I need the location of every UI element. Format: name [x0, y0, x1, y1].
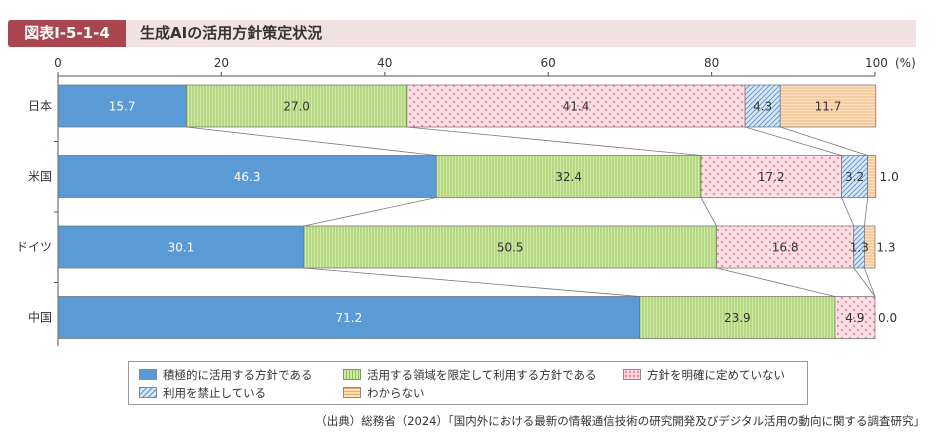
- data-label: 1.0: [880, 170, 899, 184]
- data-label: 15.7: [109, 100, 136, 114]
- x-tick-label: 20: [214, 56, 229, 70]
- bar-segment: [303, 225, 717, 269]
- x-tick-label: 80: [704, 56, 719, 70]
- source-note: （出典）総務省（2024）「国内外における最新の情報通信技術の研究開発及びデジタ…: [315, 414, 925, 428]
- bar-segment: [57, 225, 305, 269]
- legend-swatch: [623, 369, 641, 380]
- legend-label: 利用を禁止している: [163, 386, 267, 400]
- x-tick-label: 40: [377, 56, 392, 70]
- bar-segment: [779, 84, 877, 128]
- data-label: 50.5: [497, 241, 524, 255]
- data-label: 27.0: [283, 100, 310, 114]
- connector-line: [303, 267, 640, 297]
- data-label: 1.3: [850, 241, 869, 255]
- data-label: 4.9: [845, 311, 864, 325]
- bar-segment: [700, 155, 842, 198]
- figure-title: 生成AIの活用方針策定状況: [140, 24, 323, 42]
- data-label: 41.4: [563, 100, 590, 114]
- connector-line: [700, 197, 717, 227]
- legend-swatch: [139, 369, 157, 380]
- data-label: 16.8: [772, 241, 799, 255]
- bar-segment: [57, 84, 187, 128]
- legend-label: わからない: [367, 386, 425, 400]
- bar-segment: [841, 155, 868, 198]
- x-tick-label: 100: [865, 56, 888, 70]
- legend: 積極的に活用する方針である 活用する領域を限定して利用する方針である 方針を明確…: [128, 361, 808, 405]
- data-label: 3.2: [845, 170, 864, 184]
- category-label: 日本: [28, 99, 52, 113]
- bar-segment: [435, 155, 702, 198]
- bar-segment: [864, 225, 876, 269]
- connector-line: [841, 197, 855, 227]
- legend-swatch: [343, 369, 361, 380]
- connector-line: [853, 267, 876, 297]
- bar-segment: [406, 84, 746, 128]
- category-label: ドイツ: [16, 240, 52, 254]
- figure-id: 図表Ⅰ-5-1-4: [8, 20, 126, 47]
- data-label: 30.1: [168, 241, 195, 255]
- data-label: 23.9: [724, 311, 751, 325]
- data-label: 1.3: [876, 241, 895, 255]
- data-label: 17.2: [758, 170, 785, 184]
- connector-line: [863, 197, 869, 227]
- connector-line: [864, 267, 876, 297]
- bar-segment: [867, 155, 877, 198]
- category-label: 米国: [28, 170, 52, 184]
- data-label: 32.4: [555, 170, 582, 184]
- x-unit-label: (%): [895, 56, 916, 70]
- bar-segment: [639, 296, 836, 339]
- data-label: 71.2: [335, 311, 362, 325]
- connector-line: [744, 126, 842, 156]
- bar-segment: [716, 225, 855, 269]
- legend-label: 方針を明確に定めていない: [647, 368, 785, 382]
- x-tick-label: 60: [541, 56, 556, 70]
- bar-segment: [834, 296, 876, 339]
- bar-segment: [744, 84, 781, 128]
- bar-segment: [57, 155, 437, 198]
- legend-label: 活用する領域を限定して利用する方針である: [367, 368, 597, 382]
- data-label: 0.0: [878, 311, 897, 325]
- figure-header: 図表Ⅰ-5-1-4 生成AIの活用方針策定状況: [8, 20, 916, 47]
- data-label: 46.3: [234, 170, 261, 184]
- legend-swatch: [139, 387, 157, 398]
- category-label: 中国: [28, 310, 52, 325]
- connector-line: [303, 197, 437, 227]
- connector-line: [780, 126, 868, 156]
- data-label: 4.3: [753, 100, 772, 114]
- connector-line: [716, 267, 836, 297]
- connector-line: [186, 126, 437, 156]
- legend-swatch: [343, 387, 361, 398]
- legend-label: 積極的に活用する方針である: [163, 368, 313, 382]
- connector-line: [406, 126, 702, 156]
- data-label: 11.7: [815, 100, 842, 114]
- x-tick-label: 0: [54, 56, 62, 70]
